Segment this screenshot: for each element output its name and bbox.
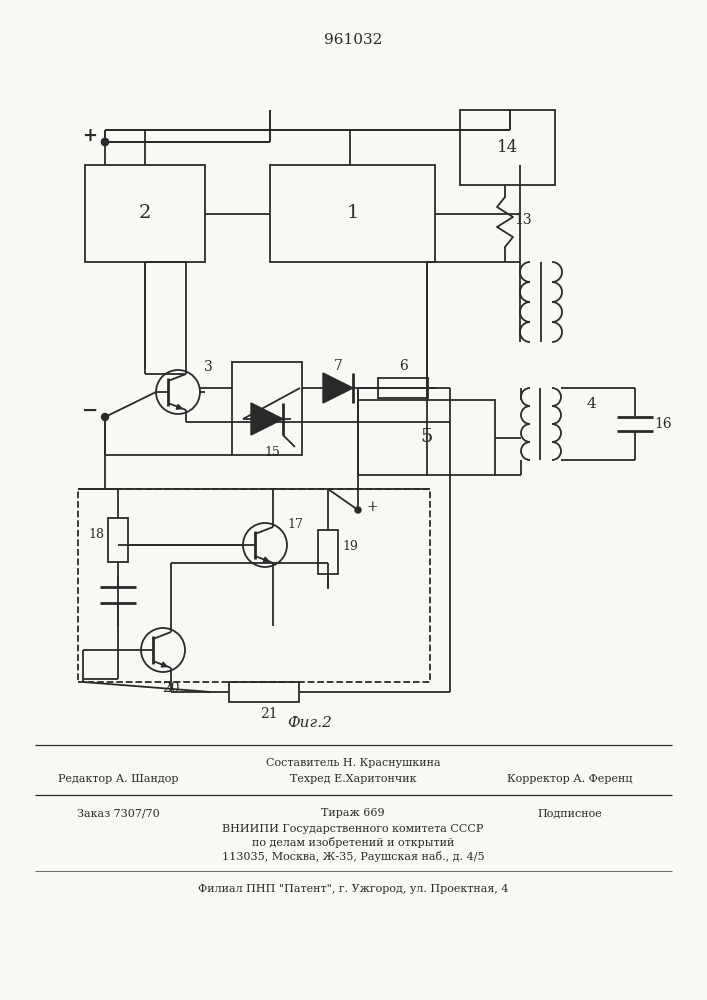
Text: Корректор А. Ференц: Корректор А. Ференц bbox=[507, 774, 633, 784]
Text: 18: 18 bbox=[88, 528, 104, 542]
Bar bbox=[378, 378, 428, 398]
Circle shape bbox=[102, 414, 108, 420]
Text: 17: 17 bbox=[287, 518, 303, 532]
Text: 7: 7 bbox=[334, 359, 342, 373]
Text: 6: 6 bbox=[399, 359, 407, 373]
Text: 961032: 961032 bbox=[324, 33, 382, 47]
Text: 1: 1 bbox=[346, 205, 358, 223]
Bar bbox=[229, 682, 299, 702]
Text: Филиал ПНП "Патент", г. Ужгород, ул. Проектная, 4: Филиал ПНП "Патент", г. Ужгород, ул. Про… bbox=[198, 884, 508, 894]
Circle shape bbox=[102, 138, 108, 145]
Text: +: + bbox=[367, 500, 379, 514]
Polygon shape bbox=[323, 373, 353, 403]
Text: Редактор А. Шандор: Редактор А. Шандор bbox=[58, 774, 178, 784]
Bar bbox=[460, 110, 555, 185]
Text: 5: 5 bbox=[421, 428, 433, 446]
Text: 19: 19 bbox=[342, 540, 358, 554]
Bar bbox=[232, 362, 302, 455]
Bar bbox=[108, 518, 128, 562]
Text: 21: 21 bbox=[260, 707, 278, 721]
Text: Составитель Н. Краснушкина: Составитель Н. Краснушкина bbox=[266, 758, 440, 768]
Text: Фиг.2: Фиг.2 bbox=[288, 716, 332, 730]
Bar bbox=[270, 165, 435, 262]
Bar bbox=[85, 165, 205, 262]
Text: +: + bbox=[83, 127, 98, 145]
Polygon shape bbox=[251, 403, 283, 435]
Circle shape bbox=[355, 507, 361, 513]
Text: 15: 15 bbox=[264, 446, 280, 460]
Bar bbox=[358, 400, 495, 475]
Bar bbox=[318, 530, 338, 574]
Text: 20: 20 bbox=[162, 681, 180, 695]
Text: 3: 3 bbox=[204, 360, 212, 374]
Circle shape bbox=[102, 138, 108, 145]
Text: 113035, Москва, Ж-35, Раушская наб., д. 4/5: 113035, Москва, Ж-35, Раушская наб., д. … bbox=[222, 852, 484, 862]
Text: 13: 13 bbox=[514, 213, 532, 227]
Text: по делам изобретений и открытий: по делам изобретений и открытий bbox=[252, 838, 454, 848]
Text: 16: 16 bbox=[654, 417, 672, 431]
Text: Заказ 7307/70: Заказ 7307/70 bbox=[76, 808, 159, 818]
Bar bbox=[78, 489, 430, 682]
Text: −: − bbox=[82, 402, 98, 420]
Text: 4: 4 bbox=[586, 397, 596, 411]
Text: Техред Е.Харитончик: Техред Е.Харитончик bbox=[290, 774, 416, 784]
Text: 2: 2 bbox=[139, 205, 151, 223]
Text: Подписное: Подписное bbox=[537, 808, 602, 818]
Text: 14: 14 bbox=[497, 139, 518, 156]
Text: ВНИИПИ Государственного комитета СССР: ВНИИПИ Государственного комитета СССР bbox=[222, 824, 484, 834]
Text: Тираж 669: Тираж 669 bbox=[321, 808, 385, 818]
